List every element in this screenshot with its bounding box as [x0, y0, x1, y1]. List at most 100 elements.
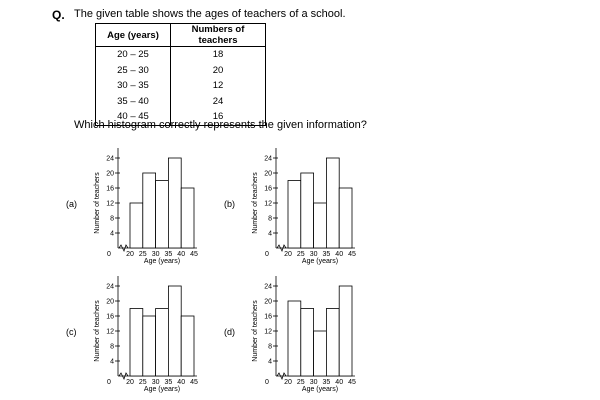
- y-tick-label: 12: [264, 329, 272, 336]
- count-cell: 12: [170, 78, 266, 94]
- x-tick-label: 20: [126, 379, 134, 386]
- x-tick-label: 25: [297, 379, 305, 386]
- origin-label: 0: [265, 251, 269, 258]
- histogram-bar: [313, 330, 327, 377]
- axis-break-marker: [276, 372, 287, 381]
- x-tick-label: 25: [139, 251, 147, 258]
- x-tick-label: 40: [177, 251, 185, 258]
- origin-label: 0: [265, 379, 269, 386]
- option-label: (b): [224, 199, 235, 209]
- x-tick-label: 45: [190, 251, 198, 258]
- table-row: 25 – 30 20: [95, 62, 266, 78]
- option-label: (d): [224, 327, 235, 337]
- x-tick-label: 30: [152, 251, 160, 258]
- age-cell: 20 – 25: [95, 46, 171, 63]
- histogram-bar: [287, 180, 302, 249]
- axis-break-marker: [276, 244, 287, 253]
- age-cell: 25 – 30: [95, 62, 171, 78]
- option-label: (c): [66, 327, 77, 337]
- question-label: Q.: [52, 8, 65, 22]
- histogram-bar: [300, 172, 315, 249]
- y-tick-label: 24: [264, 156, 272, 163]
- age-cell: 35 – 40: [95, 93, 171, 109]
- x-tick-label: 40: [335, 379, 343, 386]
- histogram-option-b: (b) Number of teachers 4 8 12 16 20 24 0 20 25 30 35…: [224, 148, 356, 265]
- count-cell: 24: [170, 93, 266, 109]
- count-cell: 18: [170, 46, 266, 63]
- y-axis-label: Number of teachers: [252, 172, 259, 234]
- question-prompt: Which histogram correctly represents the…: [74, 119, 367, 131]
- x-tick-label: 35: [165, 251, 173, 258]
- histogram-bar: [142, 172, 157, 249]
- histogram-bar: [180, 315, 195, 377]
- x-tick-label: 45: [190, 379, 198, 386]
- histogram-bar: [129, 202, 144, 249]
- x-tick-label: 40: [177, 379, 185, 386]
- y-tick-label: 8: [268, 344, 272, 351]
- y-tick-label: 16: [264, 186, 272, 193]
- histogram-bar: [180, 187, 195, 249]
- x-tick-label: 35: [323, 251, 331, 258]
- x-tick-label: 30: [310, 251, 318, 258]
- column-header-teachers: Numbers of teachers: [170, 23, 266, 47]
- origin-label: 0: [107, 251, 111, 258]
- table-row: 20 – 25 18: [95, 46, 266, 63]
- origin-label: 0: [107, 379, 111, 386]
- y-tick-label: 4: [268, 231, 272, 238]
- x-tick-label: 20: [126, 251, 134, 258]
- x-tick-label: 35: [165, 379, 173, 386]
- ages-table: Age (years) Numbers of teachers 20 – 25 1…: [95, 23, 266, 126]
- histogram-bar: [129, 308, 144, 377]
- axis-break-marker: [118, 372, 129, 381]
- y-tick-label: 20: [264, 171, 272, 178]
- y-tick-label: 4: [110, 359, 114, 366]
- y-tick-label: 24: [264, 284, 272, 291]
- y-tick-label: 24: [106, 284, 114, 291]
- histogram-bar: [326, 308, 340, 377]
- table-row: 30 – 35 12: [95, 78, 266, 94]
- y-axis-label: Number of teachers: [252, 300, 259, 362]
- table-header-row: Age (years) Numbers of teachers: [95, 23, 266, 47]
- x-tick-label: 20: [284, 379, 292, 386]
- x-tick-label: 20: [284, 251, 292, 258]
- question-text: The given table shows the ages of teache…: [74, 8, 346, 20]
- x-tick-label: 45: [348, 379, 356, 386]
- y-tick-label: 20: [106, 299, 114, 306]
- x-tick-label: 40: [335, 251, 343, 258]
- histogram-bar: [168, 285, 182, 377]
- x-axis-label: Age (years): [302, 386, 338, 393]
- y-tick-label: 8: [110, 344, 114, 351]
- x-tick-label: 30: [152, 379, 160, 386]
- x-tick-label: 30: [310, 379, 318, 386]
- axis-break-marker: [118, 244, 129, 253]
- y-tick-label: 8: [110, 216, 114, 223]
- y-axis-label: Number of teachers: [94, 300, 101, 362]
- x-axis-label: Age (years): [144, 386, 180, 393]
- x-tick-label: 45: [348, 251, 356, 258]
- y-tick-label: 12: [264, 201, 272, 208]
- x-tick-label: 25: [297, 251, 305, 258]
- x-tick-label: 25: [139, 379, 147, 386]
- y-axis-label: Number of teachers: [94, 172, 101, 234]
- histogram-bar: [338, 187, 353, 249]
- count-cell: 16: [170, 109, 266, 126]
- histogram-bar: [155, 180, 169, 249]
- age-cell: 30 – 35: [95, 78, 171, 94]
- y-tick-label: 20: [106, 171, 114, 178]
- y-tick-label: 4: [110, 231, 114, 238]
- option-label: (a): [66, 199, 77, 209]
- histogram-bar: [155, 308, 169, 377]
- count-cell: 20: [170, 62, 266, 78]
- histogram-bar: [326, 157, 340, 249]
- histogram-option-a: (a) Number of teachers 4 8 12 16 20 24 0 20 25 30 35…: [66, 148, 198, 265]
- y-tick-label: 16: [106, 314, 114, 321]
- y-tick-label: 16: [264, 314, 272, 321]
- histogram-bar: [313, 202, 327, 249]
- table-row: 40 – 45 16: [95, 109, 266, 126]
- histogram-option-d: (d) Number of teachers 4 8 12 16 20 24 0 20 25 30 35…: [224, 276, 356, 393]
- y-tick-label: 4: [268, 359, 272, 366]
- y-tick-label: 12: [106, 201, 114, 208]
- y-tick-label: 24: [106, 156, 114, 163]
- histogram-bar: [287, 300, 302, 377]
- x-axis-label: Age (years): [144, 258, 180, 265]
